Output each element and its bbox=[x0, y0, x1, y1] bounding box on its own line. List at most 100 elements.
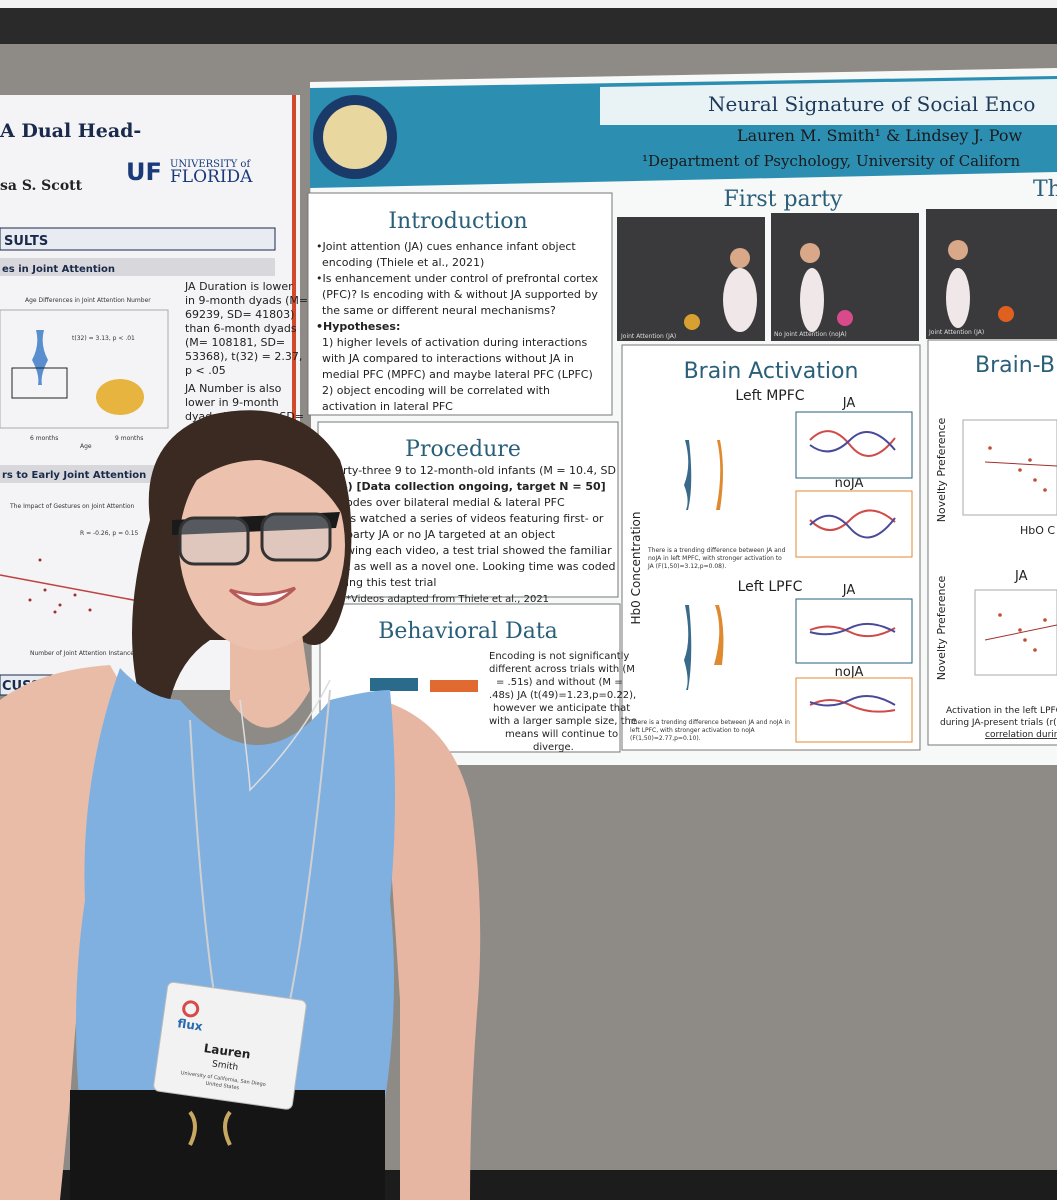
text-line: odes over bilateral medial & lateral PFC bbox=[346, 496, 565, 509]
panel-label: JA bbox=[842, 583, 856, 598]
text-line: with JA compared to interactions without… bbox=[322, 352, 574, 365]
intro-lines: •Joint attention (JA) cues enhance infan… bbox=[316, 240, 599, 413]
text-line: 1) higher levels of activation during in… bbox=[322, 336, 587, 349]
section-heading: Procedure bbox=[405, 437, 521, 462]
lanyard bbox=[189, 689, 331, 1001]
pants bbox=[70, 1090, 385, 1200]
badge-card bbox=[153, 981, 307, 1110]
text-line: .48s) JA (t(49)=1.23,p=0.22), bbox=[489, 690, 636, 701]
caption-line: Activation in the left LPFC bbox=[946, 706, 1057, 716]
trend-line bbox=[0, 574, 161, 606]
figure bbox=[800, 268, 824, 332]
text-line: Encoding is not significantly bbox=[489, 651, 629, 662]
figure bbox=[946, 268, 970, 328]
subheading: Left LPFC bbox=[738, 579, 803, 595]
bullet-line: JA Duration is lower bbox=[184, 280, 293, 293]
figure bbox=[723, 268, 757, 332]
procedure-lines: irty-three 9 to 12-month-old infants (M … bbox=[340, 464, 616, 605]
chart-frame bbox=[0, 309, 169, 429]
badge-country: United States bbox=[205, 1081, 240, 1092]
text-line: t as well as a novel one. Looking time w… bbox=[346, 560, 615, 573]
behavioral-lines: Encoding is not significantly different … bbox=[489, 651, 637, 753]
top-frame bbox=[0, 8, 1057, 44]
toy bbox=[837, 310, 853, 326]
video-caption: Joint Attention (JA) bbox=[620, 333, 676, 340]
badge-logo bbox=[182, 1000, 200, 1018]
section-heading: SULTS bbox=[4, 234, 48, 249]
caption-line: There is a trending difference between J… bbox=[629, 719, 790, 726]
necklace bbox=[239, 679, 331, 792]
text-line: means will continue to bbox=[505, 729, 618, 740]
bullet-line: (M= 108181, SD= bbox=[185, 336, 285, 349]
text-line: activation in lateral PFC bbox=[322, 400, 453, 413]
poster-edge bbox=[292, 95, 296, 690]
chart-frame bbox=[962, 419, 1057, 516]
figure-head bbox=[800, 243, 820, 263]
section-heading: Brain-B bbox=[975, 353, 1055, 378]
figure-head bbox=[948, 240, 968, 260]
violin bbox=[684, 440, 692, 510]
author: sa S. Scott bbox=[0, 178, 83, 194]
panel-label: noJA bbox=[835, 665, 864, 680]
caption-line: JA (F(1,50)=3.12,p=0.08). bbox=[647, 563, 726, 570]
axis-title: Hb0 Concentration bbox=[629, 512, 643, 625]
trend-line bbox=[984, 461, 1057, 467]
text-line: the same or different neural mechanisms? bbox=[322, 304, 556, 317]
badge-first-name: Lauren bbox=[203, 1041, 251, 1061]
glasses-lens bbox=[260, 512, 332, 562]
seal-inner bbox=[323, 105, 387, 169]
text-line: with a larger sample size, the bbox=[489, 716, 637, 727]
bullet-line: 53368), t(32) = 2.37, bbox=[185, 350, 302, 363]
scatter-points bbox=[28, 558, 92, 614]
logo-mark: UF bbox=[126, 158, 162, 186]
caption-line: There is a trending difference between J… bbox=[647, 547, 786, 554]
authors: Lauren M. Smith¹ & Lindsey J. Pow bbox=[737, 126, 1023, 145]
bullet-line: 69239, SD= 41803) bbox=[185, 308, 294, 321]
violin bbox=[716, 440, 723, 510]
panel-label: JA bbox=[842, 396, 856, 411]
section-bar bbox=[0, 227, 276, 251]
section-heading: Brain Activation bbox=[684, 359, 859, 384]
scatter-points bbox=[988, 446, 1047, 652]
bullet-line: lower in 9-month bbox=[185, 396, 279, 409]
hair-top bbox=[175, 428, 345, 520]
violin bbox=[684, 605, 692, 690]
x-label: 9 months bbox=[115, 435, 143, 442]
text-line: ing this test trial bbox=[346, 576, 436, 589]
chart-frame bbox=[974, 589, 1057, 676]
bullet-line: than 6-month dyads bbox=[185, 322, 297, 335]
axis-title: Novelty Preference bbox=[935, 417, 948, 522]
chart-stats: t(32) = 3.13, p < .01 bbox=[72, 335, 135, 342]
glasses-bar bbox=[172, 512, 340, 535]
tank-top bbox=[76, 668, 395, 1110]
x-label: 6 months bbox=[30, 435, 58, 442]
violin bbox=[32, 330, 48, 385]
section-box bbox=[307, 192, 613, 416]
toy bbox=[684, 314, 700, 330]
axis-title: HbO C bbox=[1020, 524, 1055, 537]
figure-head bbox=[730, 248, 750, 268]
text-line: 2) object encoding will be correlated wi… bbox=[322, 384, 550, 397]
text-line: medial PFC (MPFC) and maybe lateral PFC … bbox=[322, 368, 593, 381]
text-line: 4) [Data collection ongoing, target N = … bbox=[340, 480, 606, 493]
x-title: Number of Joint Attention Instances bbox=[30, 650, 137, 657]
violin bbox=[96, 379, 144, 415]
violin bbox=[714, 605, 724, 665]
axis-title: Novelty Preference bbox=[935, 575, 948, 680]
text-line: encoding (Thiele et al., 2021) bbox=[322, 256, 484, 269]
affiliation: ¹Department of Psychology, University of… bbox=[642, 152, 1020, 170]
panel-label: JA bbox=[1014, 569, 1028, 584]
ceiling bbox=[0, 0, 1057, 8]
panel-label: noJA bbox=[835, 476, 864, 491]
glasses-lens bbox=[178, 516, 250, 566]
bar bbox=[370, 678, 418, 691]
section-heading: Introduction bbox=[388, 209, 527, 234]
text-line: *Videos adapted from Thiele et al., 2021 bbox=[346, 594, 549, 605]
video-caption: No Joint Attention (noJA) bbox=[774, 331, 847, 338]
logo-text: FLORIDA bbox=[170, 167, 253, 187]
caption-line: noJA in left MPFC, with stronger activat… bbox=[648, 555, 782, 562]
text-line: = .51s) and without (M = bbox=[496, 677, 623, 688]
video-frames: Joint Attention (JA) No Joint Attention … bbox=[617, 209, 1057, 341]
bullet-line: in 9-month dyads (M= bbox=[185, 294, 308, 307]
